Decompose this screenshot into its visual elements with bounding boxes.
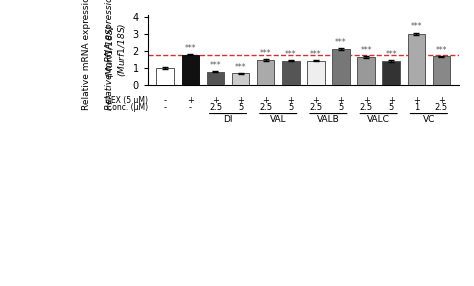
Text: ***: *** [260, 49, 272, 58]
Text: -: - [164, 96, 167, 105]
Text: ***: *** [235, 63, 246, 72]
Text: -: - [164, 103, 167, 112]
Text: ***: *** [184, 44, 196, 53]
Text: DI: DI [223, 115, 233, 124]
Text: 5: 5 [389, 103, 394, 112]
Bar [383, 61, 400, 85]
Text: +: + [337, 96, 345, 105]
Text: 2.5: 2.5 [209, 103, 222, 112]
Text: (Murf1/18S): (Murf1/18S) [94, 23, 114, 77]
Text: ***: *** [310, 50, 322, 59]
Text: -: - [189, 103, 192, 112]
Text: +: + [438, 96, 445, 105]
Bar [182, 55, 199, 85]
Text: 2.5: 2.5 [259, 103, 272, 112]
Text: +: + [287, 96, 294, 105]
Text: 1: 1 [414, 103, 419, 112]
Text: +: + [363, 96, 370, 105]
Bar [282, 61, 300, 85]
Text: 2.5: 2.5 [310, 103, 322, 112]
Text: +: + [388, 96, 395, 105]
Text: +: + [212, 96, 219, 105]
Text: ***: *** [285, 50, 297, 59]
Bar [156, 68, 174, 85]
Text: VALB: VALB [317, 115, 340, 124]
Text: 2.5: 2.5 [435, 103, 448, 112]
Text: VAL: VAL [270, 115, 287, 124]
Bar [257, 60, 274, 85]
Text: 5: 5 [338, 103, 344, 112]
Text: +: + [262, 96, 269, 105]
Bar [408, 33, 425, 85]
Text: DEX (5 μM): DEX (5 μM) [105, 96, 148, 105]
Bar [357, 57, 375, 85]
Text: ***: *** [360, 46, 372, 55]
Text: ***: *** [210, 61, 221, 70]
Text: VALC: VALC [367, 115, 390, 124]
Text: 5: 5 [288, 103, 293, 112]
Text: 2.5: 2.5 [360, 103, 373, 112]
Text: +: + [413, 96, 420, 105]
Bar [232, 74, 249, 85]
Text: ***: *** [385, 50, 397, 59]
Text: Conc. (μM): Conc. (μM) [107, 103, 148, 112]
Text: VC: VC [423, 115, 435, 124]
Text: ***: *** [410, 22, 422, 31]
Bar [332, 49, 350, 85]
Bar [433, 56, 450, 85]
Bar [207, 72, 224, 85]
Y-axis label: Relative mRNA expression
($Murf1$/18S): Relative mRNA expression ($Murf1$/18S) [105, 0, 128, 110]
Bar [307, 61, 325, 85]
Text: ***: *** [436, 45, 447, 55]
Text: Relative mRNA expression: Relative mRNA expression [82, 0, 101, 110]
Text: +: + [187, 96, 194, 105]
Text: 5: 5 [238, 103, 243, 112]
Text: +: + [237, 96, 244, 105]
Text: +: + [312, 96, 319, 105]
Text: ***: *** [335, 37, 347, 47]
